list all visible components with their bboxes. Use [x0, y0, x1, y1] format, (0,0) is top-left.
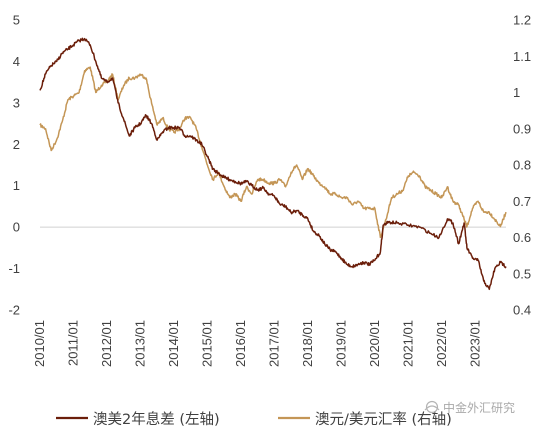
- x-tick-label: 2017/01: [266, 320, 281, 367]
- legend: 澳美2年息差 (左轴) 澳元/美元汇率 (右轴): [56, 411, 452, 428]
- x-tick-label: 2023/01: [467, 320, 482, 367]
- right-tick-label: 0.4: [513, 303, 531, 318]
- watermark-logo-icon: [424, 400, 440, 414]
- x-tick-label: 2010/01: [32, 320, 47, 367]
- right-tick-label: 0.8: [513, 158, 531, 173]
- left-tick-label: -1: [8, 261, 20, 276]
- x-tick-label: 2011/01: [65, 320, 80, 366]
- watermark: 中金外汇研究: [424, 400, 515, 415]
- right-tick-label: 1.2: [513, 13, 531, 28]
- left-tick-label: 5: [13, 13, 20, 28]
- legend-label-spread: 澳美2年息差 (左轴): [93, 411, 220, 428]
- watermark-text: 中金外汇研究: [443, 400, 515, 415]
- x-tick-label: 2019/01: [333, 320, 348, 367]
- legend-label-rate: 澳元/美元汇率 (右轴): [315, 411, 452, 428]
- x-tick-label: 2012/01: [99, 320, 114, 367]
- x-tick-label: 2021/01: [400, 320, 415, 367]
- x-tick-label: 2015/01: [199, 320, 214, 367]
- left-tick-label: -2: [8, 303, 20, 318]
- series-line-rate: [39, 66, 507, 239]
- left-tick-label: 3: [13, 95, 20, 110]
- series-line-spread: [39, 37, 507, 291]
- x-tick-label: 2022/01: [434, 320, 449, 367]
- left-tick-label: 1: [13, 178, 20, 193]
- x-axis-ticks: 2010/01 2011/01 2012/01 2013/01 2014/01 2015/…: [32, 320, 482, 367]
- right-tick-label: 1: [513, 85, 520, 100]
- series-layer: [39, 37, 507, 291]
- right-tick-label: 0.6: [513, 230, 531, 245]
- left-tick-label: 0: [13, 220, 20, 235]
- right-tick-label: 0.9: [513, 121, 531, 136]
- x-tick-label: 2014/01: [166, 320, 181, 367]
- left-axis-ticks: 5 4 3 2 1 0 -1 -2: [8, 13, 20, 318]
- x-tick-label: 2013/01: [132, 320, 147, 367]
- right-tick-label: 0.7: [513, 194, 531, 209]
- x-tick-label: 2018/01: [300, 320, 315, 367]
- left-tick-label: 2: [13, 137, 20, 152]
- right-tick-label: 0.5: [513, 266, 531, 281]
- right-tick-label: 1.1: [513, 49, 531, 64]
- right-axis-ticks: 1.2 1.1 1 0.9 0.8 0.7 0.6 0.5 0.4: [513, 13, 531, 318]
- x-tick-label: 2016/01: [233, 320, 248, 367]
- x-tick-label: 2020/01: [367, 320, 382, 367]
- left-tick-label: 4: [13, 54, 20, 69]
